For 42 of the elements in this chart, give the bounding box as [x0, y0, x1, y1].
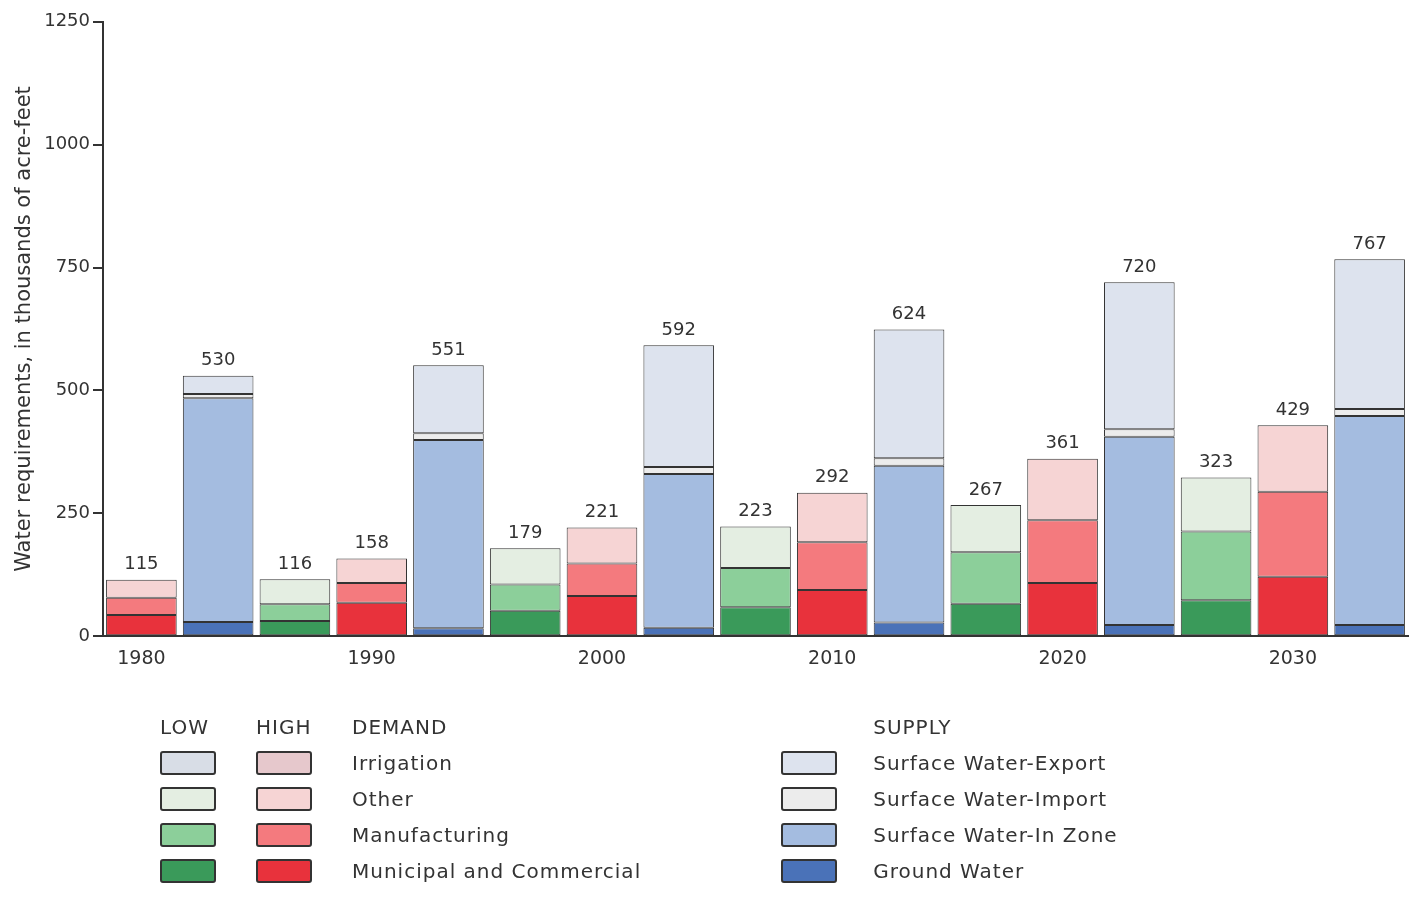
- y-tick-label: 500: [55, 378, 91, 400]
- total-label: 323: [1198, 450, 1234, 472]
- legend-label: Surface Water-In Zone: [873, 823, 1118, 847]
- total-label: 429: [1275, 398, 1311, 420]
- legend-label: Surface Water-Import: [873, 787, 1109, 811]
- total-label: 624: [891, 302, 927, 324]
- total-label: 158: [354, 531, 389, 553]
- total-label: 179: [508, 520, 543, 542]
- total-label: 267: [968, 477, 1003, 499]
- total-label: 292: [815, 465, 850, 487]
- x-tick-label: 2030: [1268, 645, 1318, 668]
- legend-label: Ground Water: [873, 859, 1026, 883]
- y-tick-label: 1250: [44, 9, 91, 31]
- total-label: 116: [277, 551, 313, 573]
- total-label: 767: [1352, 231, 1387, 253]
- legend-label: Irrigation: [352, 751, 454, 775]
- text: HIGH: [256, 715, 313, 739]
- text: DEMAND: [352, 715, 449, 739]
- x-tick-label: 2000: [577, 645, 627, 668]
- legend-label: Municipal and Commercial: [352, 859, 642, 883]
- y-axis-title: Water requirements, in thousands of acre-feet: [11, 86, 36, 572]
- total-label: 115: [124, 552, 159, 574]
- x-tick-label: 2020: [1038, 645, 1087, 668]
- total-label: 361: [1045, 431, 1080, 453]
- total-label: 592: [661, 317, 696, 339]
- y-tick-label: 750: [55, 255, 91, 277]
- text: SUPPLY: [873, 715, 953, 739]
- y-tick-label: 0: [78, 623, 91, 645]
- legend-label: Other: [352, 787, 415, 811]
- legend-label: Manufacturing: [352, 823, 511, 847]
- total-label: 551: [431, 338, 466, 360]
- total-label: 221: [584, 500, 620, 522]
- y-tick-label: 1000: [44, 132, 91, 154]
- text: LOW: [160, 715, 210, 739]
- y-tick-label: 250: [55, 500, 91, 522]
- total-label: 223: [738, 499, 773, 521]
- total-label: 530: [200, 348, 236, 370]
- x-tick-label: 1980: [117, 645, 166, 668]
- x-tick-label: 2010: [808, 645, 857, 668]
- legend-label: Surface Water-Export: [873, 751, 1108, 775]
- total-label: 720: [1122, 254, 1157, 276]
- x-tick-label: 1990: [347, 645, 396, 668]
